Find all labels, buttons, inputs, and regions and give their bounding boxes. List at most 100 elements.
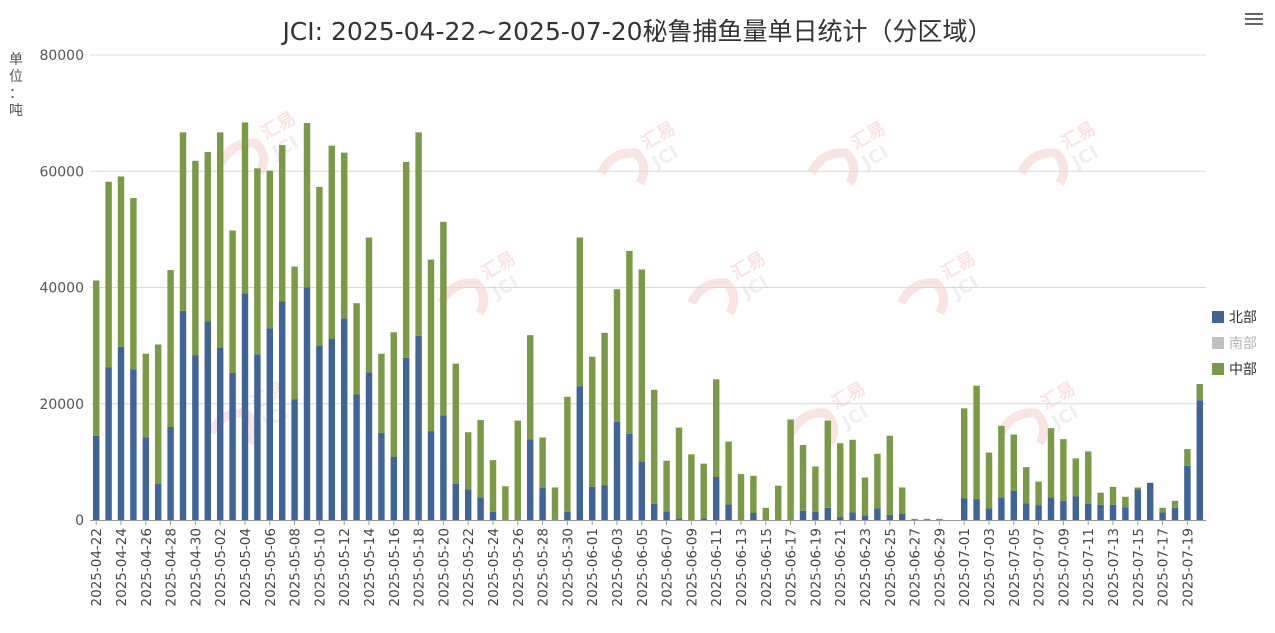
- bar-北部: [316, 345, 323, 520]
- bar-中部: [626, 250, 633, 434]
- bar-北部: [390, 456, 398, 520]
- bar-北部: [303, 287, 311, 520]
- bar-中部: [303, 123, 311, 288]
- bar-中部: [564, 396, 571, 512]
- legend-label: 中部: [1229, 362, 1257, 378]
- bar-北部: [378, 432, 385, 520]
- x-tick-label: 2025-05-04: [238, 528, 254, 606]
- bar-中部: [415, 132, 422, 336]
- x-tick-label: 2025-06-11: [709, 528, 725, 606]
- x-tick-label: 2025-07-13: [1106, 528, 1122, 606]
- bar-北部: [712, 476, 720, 520]
- bar-中部: [923, 518, 931, 520]
- x-tick-label: 2025-05-22: [461, 528, 477, 606]
- bar-中部: [464, 432, 472, 490]
- x-tick-label: 2025-05-20: [436, 528, 452, 606]
- x-tick-label: 2025-07-11: [1081, 528, 1097, 606]
- bar-中部: [1109, 486, 1117, 505]
- bar-中部: [216, 132, 224, 348]
- x-tick-label: 2025-04-26: [139, 528, 155, 606]
- y-axis-label-char: 位: [9, 69, 23, 85]
- bar-中部: [167, 270, 174, 427]
- bar-北部: [998, 497, 1005, 520]
- bar-北部: [92, 435, 100, 520]
- hamburger-menu-icon[interactable]: [1245, 10, 1263, 26]
- bar-中部: [1084, 451, 1092, 504]
- bar-北部: [192, 355, 199, 520]
- bar-北部: [179, 310, 187, 520]
- bar-北部: [1196, 400, 1204, 520]
- x-tick-label: 2025-05-16: [387, 528, 403, 606]
- x-tick-label: 2025-07-17: [1156, 528, 1172, 606]
- y-tick-label: 20000: [39, 397, 84, 413]
- bar-北部: [427, 431, 435, 520]
- x-tick-label: 2025-05-28: [536, 528, 552, 606]
- y-tick-label: 40000: [39, 281, 84, 297]
- bar-中部: [241, 122, 249, 294]
- chart-title: JCI: 2025-04-22~2025-07-20秘鲁捕鱼量单日统计（分区域）: [282, 17, 993, 46]
- axes: 0 20000 40000 60000 80000 2025-04-22 2025-04-2…: [39, 48, 1206, 606]
- bar-北部: [1146, 482, 1154, 520]
- legend-item[interactable]: 北部: [1212, 304, 1257, 330]
- x-tick-label: 2025-05-02: [213, 528, 229, 606]
- bar-中部: [787, 419, 794, 520]
- bar-中部: [179, 132, 187, 311]
- bar-中部: [440, 221, 447, 416]
- bar-中部: [799, 445, 807, 511]
- bar-中部: [340, 152, 348, 319]
- x-tick-label: 2025-06-01: [585, 528, 601, 606]
- bar-北部: [464, 489, 472, 520]
- bar-北部: [1060, 500, 1067, 520]
- y-axis-label-char: 吨: [9, 103, 23, 119]
- bar-中部: [774, 485, 782, 520]
- bar-北部: [1084, 503, 1092, 520]
- bar-北部: [452, 483, 460, 520]
- bar-中部: [402, 161, 410, 358]
- bar-中部: [291, 266, 298, 400]
- bar-中部: [886, 435, 894, 515]
- bar-中部: [911, 518, 918, 520]
- x-tick-label: 2025-06-21: [833, 528, 849, 606]
- x-tick-label: 2025-06-13: [734, 528, 750, 606]
- bar-北部: [799, 510, 807, 520]
- legend-item[interactable]: 中部: [1212, 356, 1257, 382]
- x-tick-label: 2025-05-26: [511, 528, 527, 606]
- bar-北部: [1122, 507, 1129, 520]
- legend-label: 南部: [1229, 336, 1257, 352]
- bar-北部: [824, 507, 832, 520]
- bar-中部: [278, 145, 286, 302]
- bar-中部: [489, 460, 497, 512]
- bar-中部: [663, 460, 670, 512]
- x-tick-label: 2025-06-25: [883, 528, 899, 606]
- x-tick-label: 2025-06-15: [759, 528, 775, 606]
- bar-北部: [725, 504, 732, 520]
- bar-中部: [1134, 487, 1142, 490]
- bar-中部: [130, 197, 137, 370]
- bar-北部: [886, 514, 894, 520]
- bar-北部: [675, 518, 683, 520]
- x-tick-label: 2025-07-07: [1032, 528, 1048, 606]
- bar-北部: [1072, 496, 1080, 520]
- bar-北部: [291, 399, 298, 520]
- bar-北部: [638, 461, 646, 520]
- watermark-logo: [597, 148, 649, 186]
- y-axis-label: 单位：吨: [6, 52, 26, 120]
- bar-北部: [415, 335, 422, 520]
- bar-中部: [1010, 434, 1018, 491]
- bar-北部: [241, 293, 249, 520]
- bar-北部: [836, 517, 844, 520]
- bar-北部: [1097, 504, 1104, 520]
- bar-中部: [378, 353, 385, 433]
- bar-中部: [998, 425, 1005, 498]
- bar-北部: [167, 427, 174, 520]
- bar-中部: [514, 420, 522, 520]
- bar-北部: [626, 433, 633, 520]
- bar-北部: [278, 301, 286, 520]
- bar-北部: [663, 511, 670, 520]
- x-tick-label: 2025-04-30: [188, 528, 204, 606]
- legend-item[interactable]: 南部: [1212, 330, 1257, 356]
